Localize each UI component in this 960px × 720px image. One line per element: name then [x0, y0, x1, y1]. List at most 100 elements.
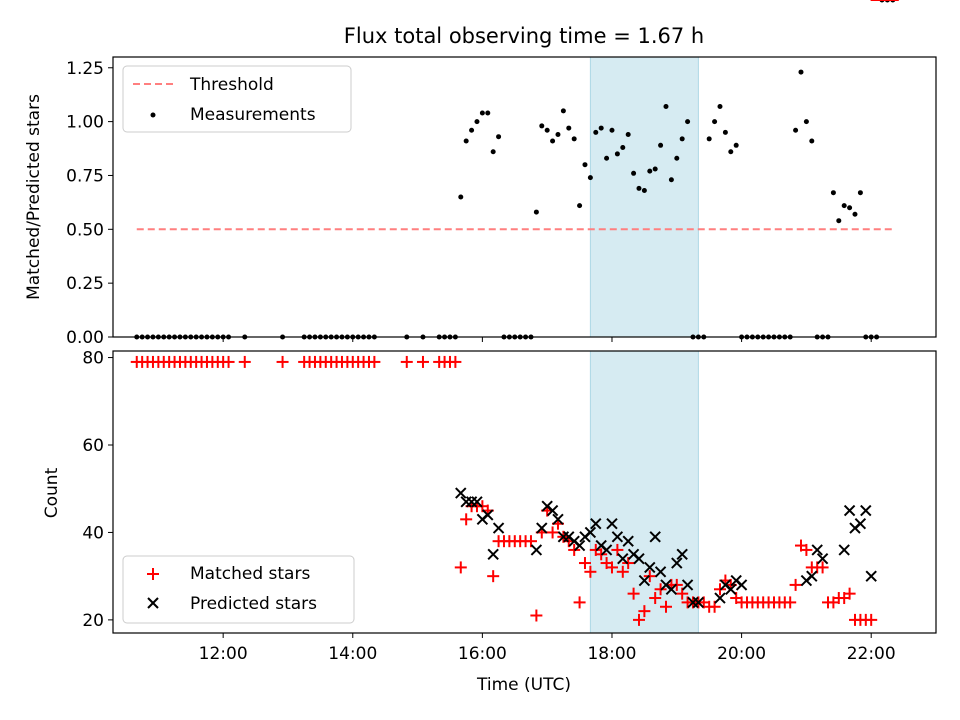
matched-star-point [784, 596, 797, 609]
count-x-axis: 12:00 14:00 16:00 18:00 20:00 22:00 [199, 633, 896, 664]
measurement-point [550, 138, 556, 144]
ratio-y-tick-label: 0.75 [66, 166, 104, 186]
measurement-point [803, 119, 809, 125]
measurement-point [566, 125, 572, 131]
matched-star-point [649, 592, 662, 605]
matched-star-point [238, 355, 251, 368]
matched-star-point [530, 609, 543, 622]
matched-star-point [222, 355, 235, 368]
measurement-point [679, 136, 685, 142]
predicted-star-point [471, 496, 483, 508]
count-y-tick-label: 40 [82, 523, 104, 543]
measurement-point [706, 136, 712, 142]
predicted-star-point [530, 544, 543, 556]
matched-star-point [454, 561, 467, 574]
matched-star-point [573, 596, 586, 609]
matched-star-point [487, 570, 500, 583]
measurement-point [458, 194, 464, 200]
measurement-point [560, 108, 566, 114]
predicted-star-point [843, 504, 856, 517]
measurement-point [668, 177, 674, 183]
predicted-star-point [606, 517, 618, 530]
predicted-star-point [573, 539, 586, 552]
measurement-point [722, 129, 728, 135]
measurement-point [663, 104, 669, 110]
ratio-panel-frame [112, 56, 937, 338]
matched-star-point [611, 543, 624, 556]
measurement-point [598, 125, 604, 131]
measurement-point [830, 190, 836, 196]
count-y-axis-label: Count [42, 467, 62, 518]
matched-star-point [605, 561, 618, 574]
matched-star-point [616, 565, 629, 578]
measurement-point [652, 166, 658, 172]
matched-star-point [368, 355, 381, 368]
predicted-star-point [665, 583, 678, 595]
matched-star-point [638, 605, 651, 618]
predicted-star-point [638, 574, 651, 587]
predicted-star-point [681, 579, 694, 591]
predicted-star-point [654, 566, 667, 578]
measurement-point [728, 149, 734, 155]
matched-star-point [659, 600, 672, 613]
predicted-star-point [611, 531, 624, 543]
measurement-point [544, 127, 550, 133]
predicted-star-point [854, 517, 867, 530]
ratio-legend: Threshold Measurements [122, 65, 352, 133]
predicted-star-point [622, 535, 634, 547]
chart-title: Flux total observing time = 1.67 h [344, 24, 704, 48]
predicted-star-point [536, 522, 548, 534]
count-panel-frame [112, 350, 937, 634]
measurement-point [625, 132, 631, 138]
count-y-axis: 20 40 60 80 [82, 349, 113, 631]
ratio-y-axis-label: Matched/Predicted stars [24, 94, 44, 300]
x-tick-label: 12:00 [199, 644, 248, 664]
predicted-legend-label: Predicted stars [190, 594, 317, 614]
predicted-legend-swatch [147, 597, 159, 609]
measurement-point [609, 127, 615, 133]
matched-star-point [276, 355, 289, 368]
predicted-star-point [860, 504, 872, 517]
measurement-point [733, 142, 739, 148]
measurement-point [847, 205, 853, 211]
threshold-legend-label: Threshold [189, 75, 274, 95]
matched-star-point [578, 557, 591, 570]
ratio-y-axis: 0.00 0.25 0.50 0.75 1.00 1.25 [66, 59, 113, 348]
measurement-point [809, 138, 815, 144]
measurement-point [841, 203, 847, 209]
measurement-point [836, 218, 842, 224]
measurements-legend-swatch [150, 112, 156, 118]
measurement-point [593, 129, 599, 135]
x-tick-label: 18:00 [587, 644, 636, 664]
ratio-y-tick-label: 0.50 [66, 220, 104, 240]
measurement-point [604, 155, 610, 161]
measurement-point [496, 134, 502, 140]
count-y-tick-label: 60 [82, 436, 104, 456]
count-y-tick-label: 80 [82, 349, 104, 369]
matched-star-point [416, 355, 429, 368]
matched-star-point [632, 613, 645, 626]
measurement-point [539, 123, 545, 129]
matched-legend-swatch [147, 568, 159, 580]
measurement-point [674, 155, 680, 161]
measurement-point [793, 127, 799, 133]
matched-star-point [400, 355, 413, 368]
x-tick-label: 16:00 [458, 644, 507, 664]
measurement-point [685, 119, 691, 125]
measurement-point [852, 211, 858, 217]
measurement-point [577, 203, 583, 209]
measurement-point [479, 110, 485, 116]
predicted-star-point [714, 592, 726, 604]
matched-legend-label: Matched stars [190, 564, 310, 584]
measurement-point [641, 188, 647, 194]
matched-star-point [584, 565, 597, 578]
x-axis-label: Time (UTC) [476, 675, 571, 695]
measurement-point [647, 168, 653, 174]
measurement-point [533, 209, 539, 215]
predicted-star-point [487, 548, 499, 561]
x-tick-label: 14:00 [328, 644, 377, 664]
predicted-star-point [584, 526, 597, 539]
x-tick-label: 22:00 [847, 644, 896, 664]
